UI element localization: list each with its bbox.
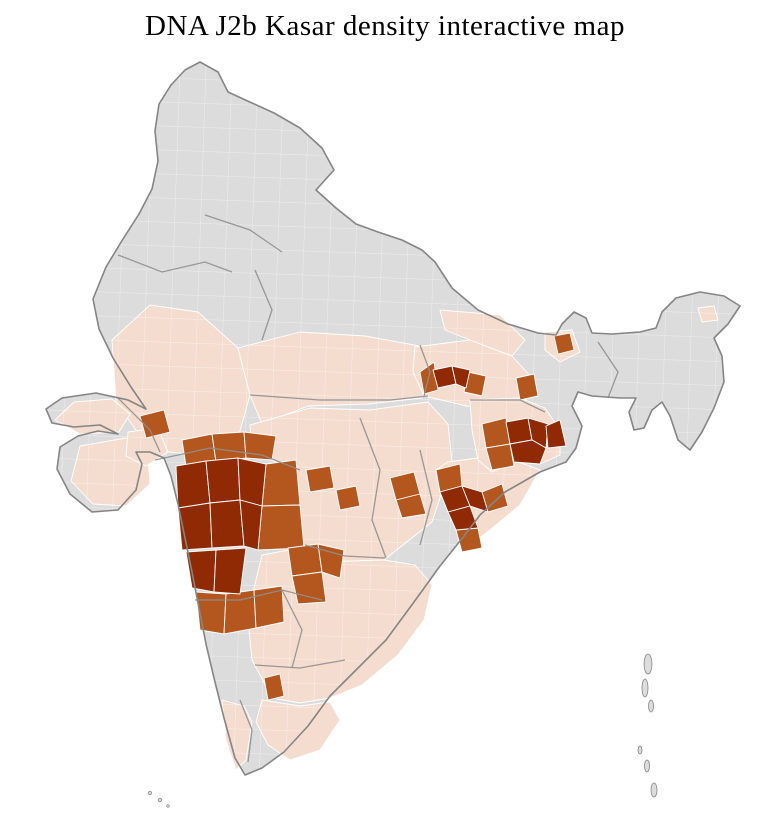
state-border	[597, 341, 619, 399]
district-region-karnataka-north-3[interactable]	[253, 585, 285, 629]
lakshadweep-island[interactable]	[148, 791, 152, 795]
district-region-maharashtra-north-2[interactable]	[211, 431, 247, 463]
lakshadweep-island[interactable]	[166, 804, 170, 808]
state-border	[419, 449, 433, 546]
andaman-island[interactable]	[650, 782, 658, 798]
district-region-maharashtra-core-1[interactable]	[175, 460, 211, 509]
andaman-island[interactable]	[637, 745, 643, 755]
state-border	[254, 659, 346, 669]
state-border	[117, 397, 161, 453]
district-region-karnataka-north-2[interactable]	[223, 589, 257, 635]
andaman-island[interactable]	[644, 759, 650, 773]
map-title: DNA J2b Kasar density interactive map	[145, 10, 625, 42]
district-region-jharkhand-2[interactable]	[485, 443, 515, 471]
state-border	[281, 589, 303, 669]
state-border	[359, 417, 387, 559]
lakshadweep-island[interactable]	[158, 798, 162, 802]
state-border	[254, 269, 273, 341]
state-border	[419, 344, 431, 397]
state-border	[239, 699, 253, 763]
district-region-odisha-high-3[interactable]	[447, 505, 479, 531]
andaman-island[interactable]	[643, 653, 653, 675]
medium-density-layer	[139, 332, 575, 701]
district-region-marathwada-2[interactable]	[257, 504, 305, 551]
india-outline	[45, 61, 741, 776]
state-border	[204, 214, 283, 253]
district-region-bengal-high-3[interactable]	[509, 439, 547, 465]
andaman-island[interactable]	[641, 678, 649, 698]
state-border	[117, 254, 233, 273]
district-region-maharashtra-core-5[interactable]	[209, 499, 245, 549]
state-borders-layer	[117, 214, 619, 763]
country-outline-layer	[45, 61, 741, 776]
district-region-maharashtra-core-3[interactable]	[237, 457, 267, 507]
district-region-maharashtra-core-8[interactable]	[213, 547, 247, 595]
district-region-bengal-high-1[interactable]	[505, 417, 533, 445]
district-region-bihar-high-2[interactable]	[451, 365, 471, 389]
district-region-maharashtra-core-7[interactable]	[185, 549, 217, 593]
district-region-malda[interactable]	[515, 373, 539, 401]
district-region-maharashtra-core-6[interactable]	[239, 499, 263, 551]
state-border	[249, 394, 429, 401]
district-region-karnataka-south[interactable]	[263, 673, 285, 701]
state-border	[304, 544, 386, 559]
district-region-chhattisgarh-2[interactable]	[395, 493, 427, 519]
district-region-maharashtra-core-2[interactable]	[205, 457, 241, 504]
district-region-telangana-3[interactable]	[291, 571, 327, 605]
high-density-layer	[175, 365, 567, 595]
district-region-marathwada-1[interactable]	[261, 459, 301, 507]
district-region-rajasthan-south[interactable]	[139, 409, 171, 439]
district-region-maharashtra-north-3[interactable]	[243, 431, 277, 461]
district-region-odisha-high-2[interactable]	[461, 485, 489, 513]
district-region-mp-patch-2[interactable]	[335, 485, 361, 511]
state-border	[195, 589, 323, 601]
district-region-mp-patch-1[interactable]	[305, 465, 335, 493]
district-region-bengal-high-4[interactable]	[545, 419, 567, 449]
islands-layer	[148, 653, 658, 808]
state-border	[154, 447, 301, 471]
andaman-island[interactable]	[648, 699, 654, 713]
district-region-telangana-2[interactable]	[317, 543, 345, 579]
state-border	[470, 399, 546, 413]
district-region-siliguri[interactable]	[553, 332, 575, 355]
